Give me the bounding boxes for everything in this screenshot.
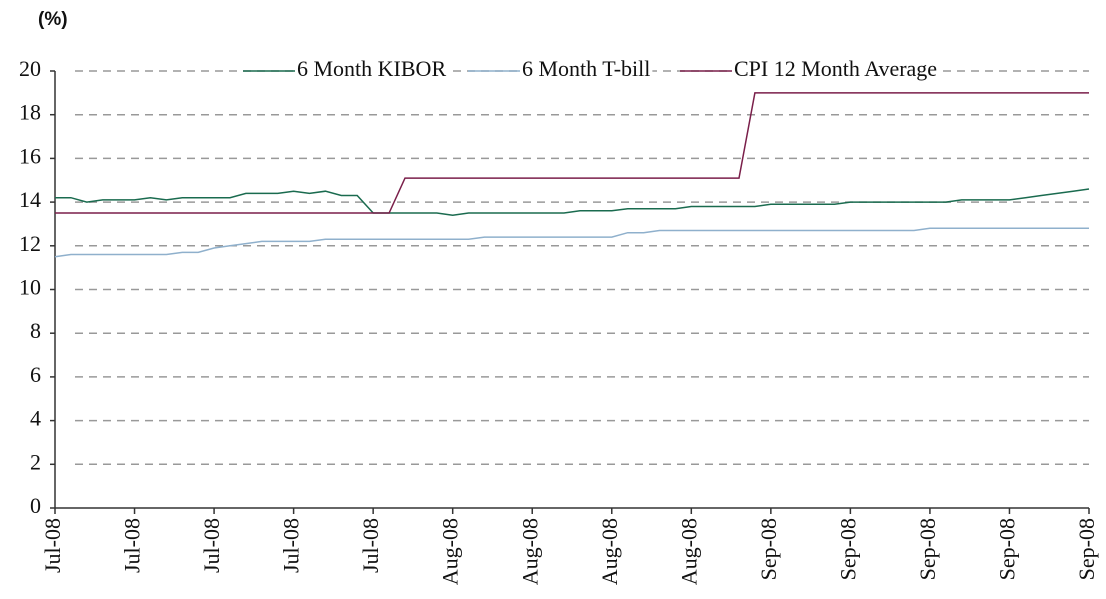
- series-line: [55, 188, 1090, 216]
- y-tick-label: 6: [30, 362, 41, 387]
- x-tick-label: Aug-08: [676, 518, 701, 585]
- y-tick-label: 14: [19, 187, 41, 212]
- y-tick-label: 10: [19, 275, 41, 300]
- y-tick-label: 12: [19, 231, 41, 256]
- y-tick-label: 18: [19, 100, 41, 125]
- y-tick-label: 0: [30, 493, 41, 518]
- x-tick-label: Jul-08: [199, 518, 224, 573]
- x-tick-label: Sep-08: [756, 518, 781, 580]
- x-tick-label: Jul-08: [358, 518, 383, 573]
- y-axis-label: (%): [38, 9, 68, 30]
- x-tick-label: Sep-08: [835, 518, 860, 580]
- legend-bg: [730, 57, 940, 85]
- y-tick-label: 16: [19, 143, 41, 168]
- x-tick-label: Aug-08: [438, 518, 463, 585]
- y-tick-label: 20: [19, 56, 41, 81]
- legend-label: 6 Month KIBOR: [297, 56, 446, 81]
- legend-bg: [293, 57, 449, 85]
- x-tick-label: Jul-08: [40, 518, 65, 573]
- legend-label: CPI 12 Month Average: [734, 56, 937, 81]
- series-line: [55, 92, 1089, 214]
- series-line: [54, 227, 1089, 258]
- x-tick-label: Aug-08: [597, 518, 622, 585]
- x-tick-label: Sep-08: [915, 518, 940, 580]
- x-tick-label: Jul-08: [279, 518, 304, 573]
- legend-bg: [518, 57, 653, 85]
- x-tick-label: Jul-08: [120, 518, 145, 573]
- x-tick-label: Sep-08: [1074, 518, 1099, 580]
- x-tick-label: Aug-08: [517, 518, 542, 585]
- y-tick-label: 4: [30, 406, 41, 431]
- y-tick-label: 2: [30, 449, 41, 474]
- y-tick-label: 8: [30, 318, 41, 343]
- legend-label: 6 Month T-bill: [522, 56, 650, 81]
- x-tick-label: Sep-08: [995, 518, 1020, 580]
